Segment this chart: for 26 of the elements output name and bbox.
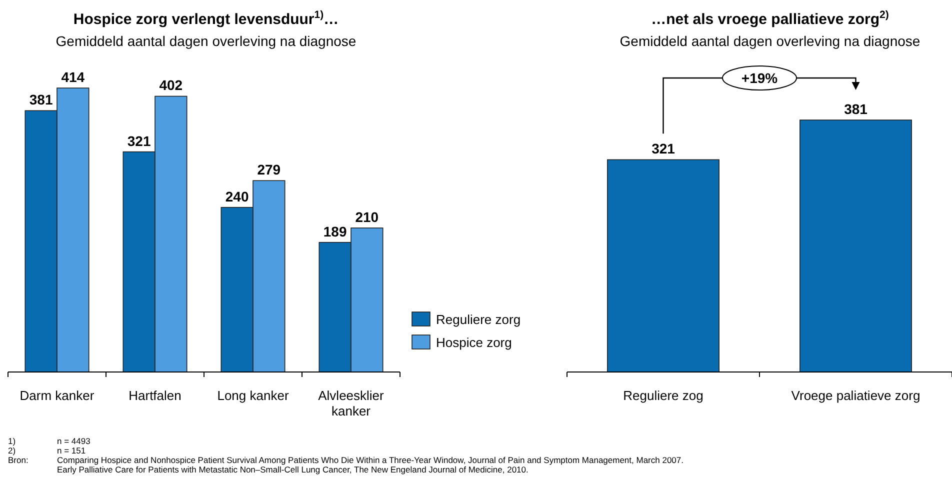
text: +19% bbox=[741, 70, 778, 86]
legend-label: Hospice zorg bbox=[436, 335, 512, 350]
chart-subtitle: Gemiddeld aantal dagen overleving na diagnose bbox=[56, 33, 356, 49]
text: Bron: Comparing Hospice and Nonhospice Patient Survival Among Patients Who Die Within a Three-Year Window, Journal of Pain and Symptom Management, March 2007. Early Palliative Care for Patients with Metastatic Non–Small-Cell Lung Cancer, The New Engeland Journal of Medicine, 2010. bbox=[8, 455, 684, 474]
x-tick-label: Alvleesklier kanker bbox=[318, 388, 385, 419]
x-tick-label: Vroege paliatieve zorg bbox=[791, 388, 920, 403]
x-tick-label: Hartfalen bbox=[128, 388, 182, 403]
chart-subtitle: Gemiddeld aantal dagen overleving na diagnose bbox=[620, 33, 920, 49]
legend-label: Reguliere zorg bbox=[436, 312, 521, 327]
data-label: 381 bbox=[29, 92, 53, 108]
data-label: 414 bbox=[61, 69, 85, 85]
text: 2) n = 151 bbox=[8, 446, 86, 456]
data-label: 240 bbox=[225, 188, 249, 204]
text: 1) n = 4493 bbox=[8, 436, 90, 446]
chart-title: …net als vroege palliatieve zorg$^{2)}$ bbox=[651, 9, 889, 28]
data-label: 210 bbox=[355, 208, 379, 225]
data-label: 321 bbox=[652, 140, 676, 157]
x-tick-label: Reguliere zog bbox=[623, 388, 704, 403]
data-label: 189 bbox=[323, 223, 347, 240]
data-label: 321 bbox=[127, 132, 151, 149]
data-label: 279 bbox=[257, 162, 281, 178]
data-label: 402 bbox=[159, 77, 183, 94]
x-tick-label: Long kanker bbox=[217, 388, 290, 403]
chart-title: Hospice zorg verlengt levensduur$^{1)}$… bbox=[73, 9, 339, 28]
x-tick-label: Darm kanker bbox=[20, 388, 95, 403]
data-label: 381 bbox=[844, 101, 868, 117]
